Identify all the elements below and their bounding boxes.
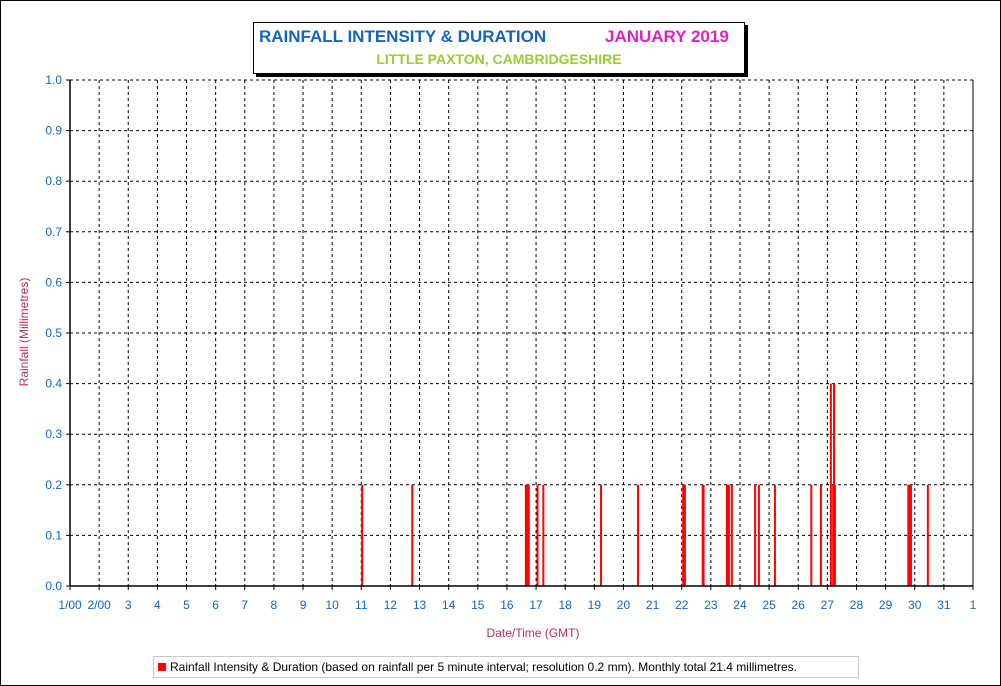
chart-legend: Rainfall Intensity & Duration (based on … [153,656,859,678]
y-tick-label: 0.4 [45,377,62,391]
y-tick-label: 0.6 [45,275,62,289]
y-tick-label: 1.0 [45,73,62,87]
rainfall-bar [527,484,530,586]
x-tick-label: 25 [762,598,776,612]
x-tick-label: 23 [704,598,718,612]
tick-labels-layer: 0.0 0.1 0.2 0.3 0.4 0.5 0.6 0.7 0.8 0.9 1.0 1/00 2/0… [45,73,976,612]
chart-title: RAINFALL INTENSITY & DURATION [259,27,547,46]
y-axis-label: Rainfall (Millimetres) [17,278,31,387]
legend-swatch [158,663,166,671]
x-tick-label: 10 [325,598,339,612]
x-tick-label: 26 [792,598,806,612]
rainfall-bar [773,484,776,586]
x-tick-label: 13 [413,598,427,612]
x-tick-label: 30 [908,598,922,612]
rainfall-bar [702,484,705,586]
x-tick-label: 27 [821,598,835,612]
y-tick-label: 0.8 [45,174,62,188]
rainfall-bar [637,484,640,586]
x-tick-label: 1 [970,598,977,612]
x-tick-label: 5 [183,598,190,612]
rainfall-bar [600,484,603,586]
x-tick-label: 19 [588,598,602,612]
y-tick-label: 0.9 [45,124,62,138]
x-tick-label: 29 [879,598,893,612]
x-tick-label: 15 [471,598,485,612]
y-tick-label: 0.0 [45,579,62,593]
y-tick-label: 0.5 [45,326,62,340]
y-tick-label: 0.7 [45,225,62,239]
rainfall-bar [754,484,757,586]
rainfall-bar [909,484,912,586]
rainfall-bar [829,383,832,586]
x-axis-label: Date/Time (GMT) [487,626,580,640]
x-tick-label: 31 [937,598,951,612]
x-tick-label: 17 [529,598,543,612]
rainfall-bar [726,484,729,586]
rainfall-bar [926,484,929,586]
x-tick-label: 7 [241,598,248,612]
x-tick-label: 18 [559,598,573,612]
x-tick-label: 6 [212,598,219,612]
axes-layer [66,79,974,590]
rainfall-bar [810,484,813,586]
rainfall-bar [730,484,733,586]
x-tick-label: 28 [850,598,864,612]
rainfall-bar [542,484,545,586]
rainfall-bar [833,484,836,586]
chart-title-date: JANUARY 2019 [605,27,729,46]
rainfall-bar [757,484,760,586]
x-tick-label: 11 [355,598,368,612]
rainfall-bar [727,484,730,586]
chart-subtitle: LITTLE PAXTON, CAMBRIDGESHIRE [376,51,622,67]
x-tick-label: 1/00 [58,598,82,612]
rainfall-bar [683,484,686,586]
grid-layer [70,79,973,586]
y-tick-label: 0.2 [45,478,62,492]
x-tick-label: 14 [442,598,456,612]
legend-text: Rainfall Intensity & Duration (based on … [170,660,797,674]
rainfall-bar [536,484,539,586]
x-tick-label: 2/00 [87,598,111,612]
x-tick-label: 20 [617,598,631,612]
rainfall-bar [411,484,414,586]
y-tick-label: 0.1 [45,528,62,542]
x-tick-label: 21 [646,598,660,612]
y-tick-label: 0.3 [45,427,62,441]
bars-layer [361,383,929,586]
x-tick-label: 22 [675,598,689,612]
chart-title-box: RAINFALL INTENSITY & DURATION JANUARY 20… [253,22,745,74]
x-tick-label: 4 [154,598,161,612]
x-tick-label: 16 [500,598,514,612]
x-tick-label: 3 [125,598,132,612]
x-tick-label: 8 [271,598,278,612]
x-tick-label: 12 [384,598,398,612]
rainfall-bar [361,484,364,586]
rainfall-bar [819,484,822,586]
rainfall-bar [525,484,528,586]
x-tick-label: 9 [300,598,307,612]
x-tick-label: 24 [733,598,747,612]
